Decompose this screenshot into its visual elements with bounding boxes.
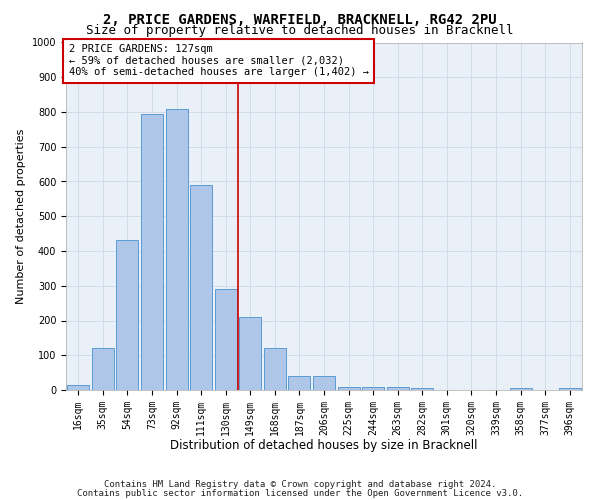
Bar <box>411 388 433 390</box>
Bar <box>264 348 286 390</box>
Text: 2 PRICE GARDENS: 127sqm
← 59% of detached houses are smaller (2,032)
40% of semi: 2 PRICE GARDENS: 127sqm ← 59% of detache… <box>68 44 368 78</box>
Text: Size of property relative to detached houses in Bracknell: Size of property relative to detached ho… <box>86 24 514 37</box>
Bar <box>166 109 188 390</box>
Bar <box>215 289 237 390</box>
Bar <box>116 240 139 390</box>
Bar <box>559 388 581 390</box>
Bar <box>141 114 163 390</box>
Bar <box>386 387 409 390</box>
Bar <box>338 386 359 390</box>
Text: Contains public sector information licensed under the Open Government Licence v3: Contains public sector information licen… <box>77 488 523 498</box>
Text: 2, PRICE GARDENS, WARFIELD, BRACKNELL, RG42 2PU: 2, PRICE GARDENS, WARFIELD, BRACKNELL, R… <box>103 12 497 26</box>
Bar <box>239 317 262 390</box>
Text: Contains HM Land Registry data © Crown copyright and database right 2024.: Contains HM Land Registry data © Crown c… <box>104 480 496 489</box>
Bar <box>313 376 335 390</box>
Bar <box>362 387 384 390</box>
Bar <box>289 376 310 390</box>
X-axis label: Distribution of detached houses by size in Bracknell: Distribution of detached houses by size … <box>170 439 478 452</box>
Y-axis label: Number of detached properties: Number of detached properties <box>16 128 26 304</box>
Bar <box>92 348 114 390</box>
Bar <box>509 388 532 390</box>
Bar <box>67 385 89 390</box>
Bar <box>190 185 212 390</box>
